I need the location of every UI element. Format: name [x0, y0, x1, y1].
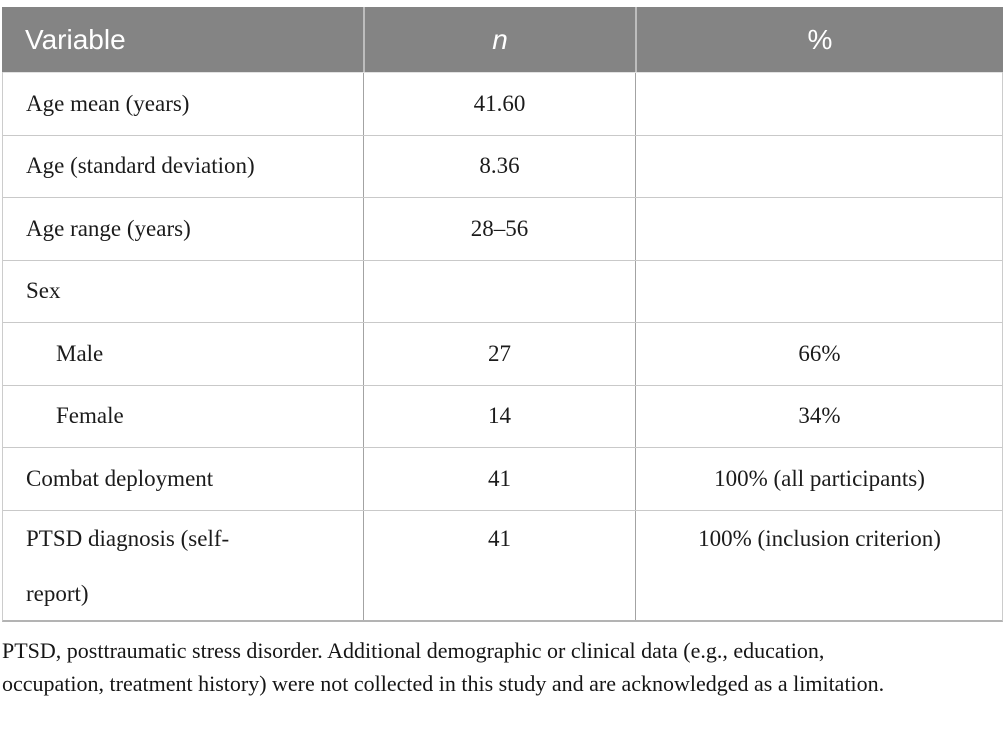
table-row: Female 14 34%: [3, 384, 1003, 447]
cell-percent: 34%: [635, 385, 1003, 447]
table-row: Male 27 66%: [3, 322, 1002, 385]
cell-percent: 100% (inclusion criterion): [635, 510, 1003, 620]
cell-percent: 100% (all participants): [635, 448, 1003, 510]
cell-percent: 66%: [635, 323, 1003, 385]
cell-n: 27: [363, 323, 635, 385]
table-row: Age range (years) 28–56: [3, 197, 1002, 260]
column-header-variable: Variable: [25, 23, 126, 55]
table-footnote: PTSD, posttraumatic stress disorder. Add…: [2, 637, 885, 696]
cell-variable: Age range (years): [26, 215, 191, 241]
cell-percent: [635, 135, 1003, 197]
cell-n: 41: [363, 448, 635, 510]
cell-variable: Age mean (years): [26, 90, 190, 116]
cell-variable: Age (standard deviation): [26, 153, 255, 179]
cell-n: 8.36: [363, 135, 635, 197]
table-row: Sex: [3, 259, 1003, 322]
cell-variable: Sex: [26, 278, 61, 304]
cell-n: 28–56: [363, 198, 635, 260]
cell-n: [363, 260, 635, 322]
table-row: Age mean (years) 41.60: [3, 72, 1002, 135]
cell-percent: [635, 73, 1003, 135]
cell-variable: Male: [56, 340, 104, 366]
cell-percent: [635, 260, 1003, 322]
column-header-n: n: [363, 7, 635, 72]
column-header-percent: %: [635, 7, 1003, 72]
cell-variable: Female: [56, 403, 124, 429]
cell-percent: [635, 198, 1003, 260]
table-body: Age mean (years) 41.60 Age (standard dev…: [2, 72, 1003, 622]
cell-variable: PTSD diagnosis (self- report): [26, 525, 230, 606]
demographics-table: Variable n % Age mean (years) 41.60 Age …: [2, 7, 1003, 622]
table-row: PTSD diagnosis (self- report) 41 100% (i…: [3, 509, 1003, 620]
table-header-row: Variable n %: [2, 7, 1003, 72]
cell-variable: Combat deployment: [26, 465, 214, 491]
cell-n: 41: [363, 510, 635, 620]
table-row: Age (standard deviation) 8.36: [3, 134, 1003, 197]
cell-n: 14: [363, 385, 635, 447]
table-row: Combat deployment 41 100% (all participa…: [3, 447, 1002, 510]
cell-n: 41.60: [363, 73, 635, 135]
